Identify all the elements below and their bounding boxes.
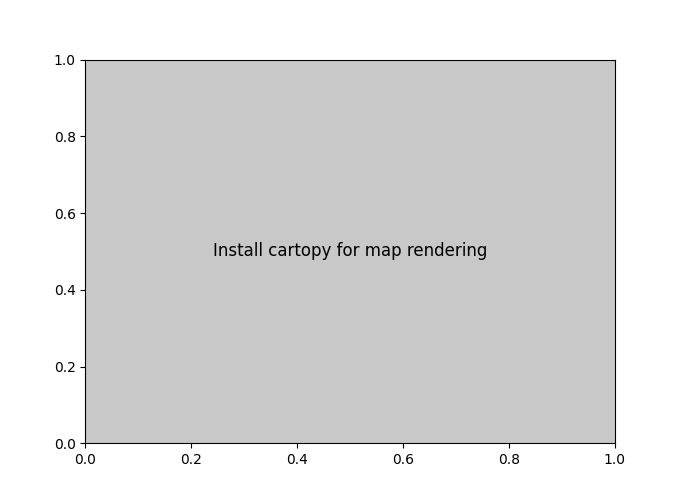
Text: Install cartopy for map rendering: Install cartopy for map rendering bbox=[213, 243, 487, 260]
